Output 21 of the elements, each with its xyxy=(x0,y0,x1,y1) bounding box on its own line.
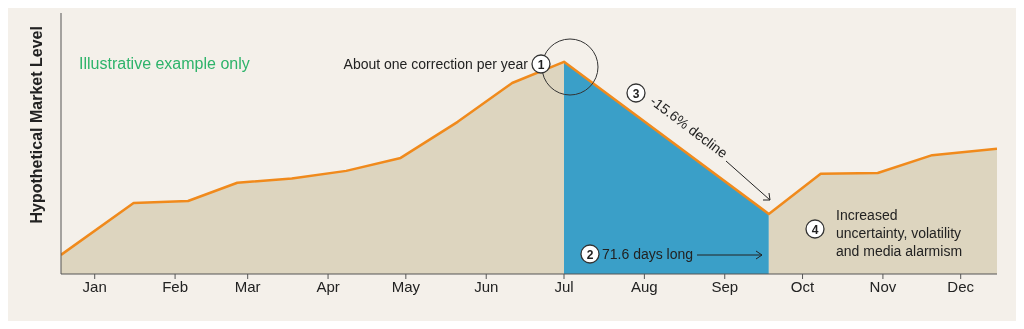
x-tick-label: Sep xyxy=(711,277,739,295)
annotation: 2 xyxy=(586,247,594,262)
annotation: Illustrative example only xyxy=(79,55,250,72)
annotation: Increased uncertainty, volatility and media alarmism xyxy=(836,207,963,259)
x-tick-label: Jan xyxy=(82,277,107,295)
x-tick-label: Jun xyxy=(474,277,499,295)
x-tick-label: May xyxy=(391,277,421,295)
annotation: 1 xyxy=(537,57,545,72)
annotation: 71.6 days long xyxy=(602,246,694,262)
x-tick-label: Nov xyxy=(869,277,897,295)
annotation: 3 xyxy=(632,86,640,101)
x-tick-label: Dec xyxy=(947,277,975,295)
x-tick-label: Jul xyxy=(554,277,574,295)
x-tick-label: Apr xyxy=(316,277,340,295)
x-tick-label: Aug xyxy=(631,277,658,295)
annotation: 4 xyxy=(811,222,819,237)
annotation: About one correction per year xyxy=(343,56,529,72)
x-tick-label: Mar xyxy=(234,277,261,295)
y-axis-title: Hypothetical Market Level xyxy=(27,26,45,224)
x-tick-label: Feb xyxy=(162,277,189,295)
x-tick-label: Oct xyxy=(790,277,816,295)
